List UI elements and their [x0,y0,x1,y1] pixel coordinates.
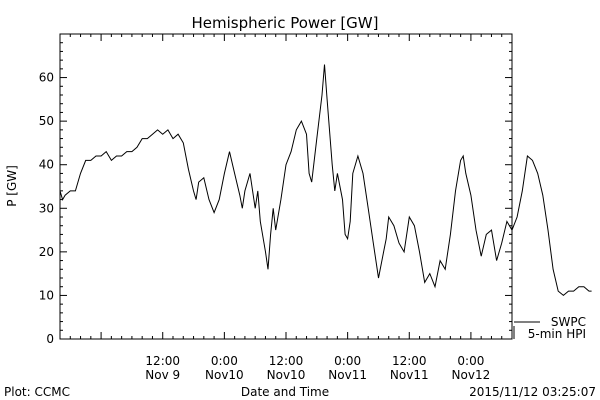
legend-hpi-label: 5-min HPI [528,327,586,341]
x-tick-label-time: 0:00 [457,354,484,368]
x-tick-label-date: Nov 9 [145,368,180,382]
y-tick-label: 10 [39,288,54,302]
x-tick-label-date: Nov11 [328,368,367,382]
y-tick-label: 60 [39,71,54,85]
x-tick-label-date: Nov11 [390,368,429,382]
y-axis-label: P [GW] [5,165,19,207]
x-tick-label-time: 0:00 [211,354,238,368]
x-tick-label-time: 12:00 [392,354,427,368]
x-tick-label-time: 12:00 [269,354,304,368]
legend-swpc-label: SWPC [551,315,586,329]
chart-title: Hemispheric Power [GW] [192,14,379,32]
y-tick-label: 30 [39,201,54,215]
x-tick-label-date: Nov10 [205,368,244,382]
legend: SWPC 5-min HPI [513,315,586,341]
plot-frame [59,33,513,340]
y-tick-label: 40 [39,158,54,172]
footer-plot-credit: Plot: CCMC [4,385,70,399]
series-line-5-min-hpi [59,64,592,297]
y-axis: 0 10 20 30 40 50 60 [39,33,512,346]
y-tick-label: 20 [39,245,54,259]
x-tick-label-time: 0:00 [334,354,361,368]
footer-timestamp: 2015/11/12 03:25:07 [469,385,596,399]
x-tick-label-date: Nov12 [452,368,491,382]
y-tick-label: 50 [39,114,54,128]
x-axis-label: Date and Time [241,385,329,399]
y-tick-label: 0 [46,332,54,346]
x-tick-label-time: 12:00 [145,354,180,368]
x-tick-label-date: Nov10 [267,368,306,382]
